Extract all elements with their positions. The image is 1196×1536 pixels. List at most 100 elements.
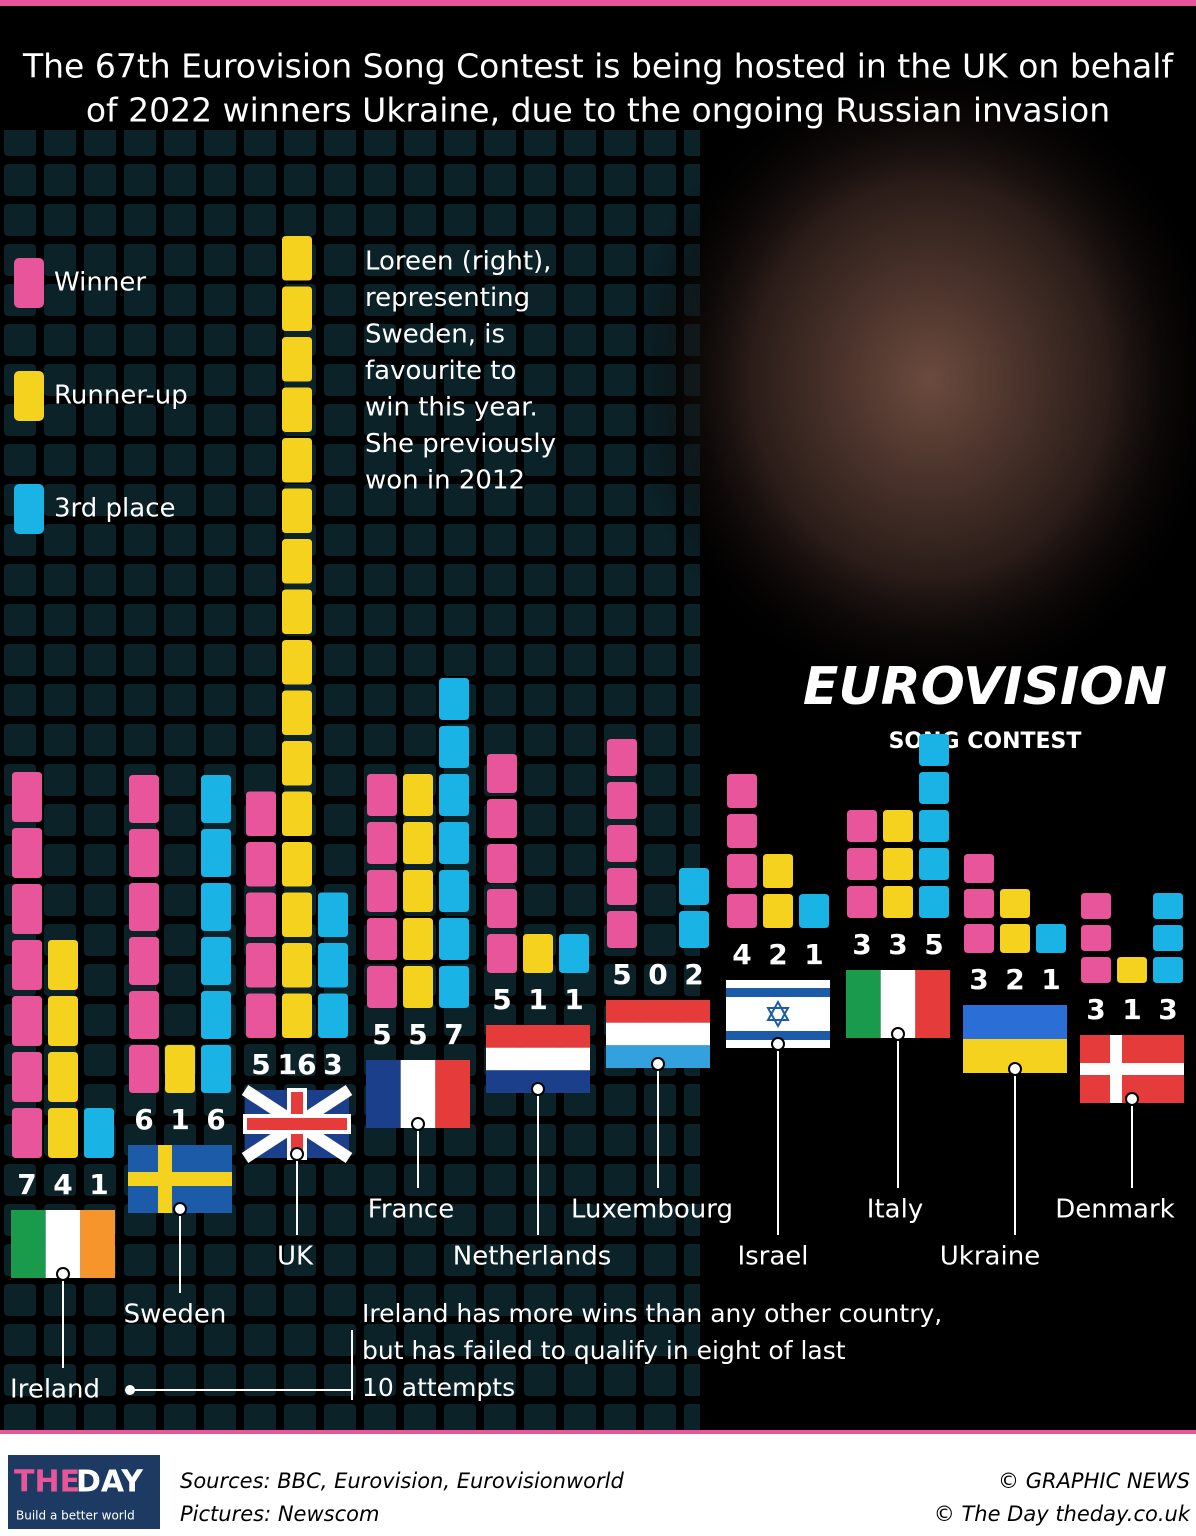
bar-blocks [523,934,553,973]
value-label: 1 [528,983,547,1016]
photo [630,50,1196,710]
bar-blocks [129,775,159,1093]
value-label: 2 [768,938,787,971]
bar-blocks [1036,924,1066,953]
value-label: 4 [732,938,751,971]
logo-subtitle: SONG CONTEST [889,729,1082,754]
country-label: Israel [737,1242,808,1272]
bar-blocks [847,810,877,918]
country-label: Italy [867,1195,923,1225]
legend-label: Runner-up [54,381,188,411]
note: Ireland has more wins than any other cou… [362,1299,942,1402]
value-label: 1 [89,1168,108,1201]
bar-blocks [84,1108,114,1158]
value-label: 5 [372,1018,391,1051]
annotation-line: representing [365,283,530,313]
country-label: UK [277,1242,314,1272]
legend-label: 3rd place [54,494,176,524]
flag [846,970,881,1038]
tile-pattern [0,130,700,1430]
value-label: 5 [612,958,631,991]
value-label: 7 [444,1018,463,1051]
bar-blocks [679,868,709,948]
title: of 2022 winners Ukraine, due to the ongo… [86,91,1110,130]
bar-blocks [1081,893,1111,983]
bar-blocks [1117,957,1147,983]
bar-blocks [763,854,793,928]
value-label: 3 [888,928,907,961]
flag-stripe [726,1031,830,1040]
flag [606,1045,710,1068]
bar-blocks [883,810,913,918]
bar-blocks [727,774,757,928]
flag [11,1210,46,1278]
flag-stripe [726,988,830,997]
annotation-line: favourite to [365,356,516,386]
value-label: 2 [1005,963,1024,996]
annotation-line: win this year. [365,393,538,423]
flag [880,970,916,1038]
bar-blocks [1153,893,1183,983]
bar-blocks [367,774,397,1008]
legend-swatch [14,484,44,534]
bar-blocks [607,739,637,948]
value-label: 1 [1041,963,1060,996]
note-dot [125,1385,135,1395]
bar-blocks [1000,889,1030,953]
flag [45,1210,81,1278]
flag [486,1047,590,1071]
leader-dot [1125,1092,1139,1106]
flag [486,1025,590,1048]
credit: © GRAPHIC NEWS [998,1469,1190,1493]
leader-dot [411,1117,425,1131]
brand-day: DAY [76,1465,144,1500]
bar-blocks [48,940,78,1158]
value-label: 6 [134,1103,153,1136]
bar-blocks [487,754,517,973]
flag-star [766,999,790,1029]
flag [366,1060,401,1128]
bar-blocks [559,934,589,973]
leader-dot [290,1147,304,1161]
value-label: 4 [53,1168,72,1201]
leader-dot [531,1082,545,1096]
value-label: 1 [1122,993,1141,1026]
value-label: 5 [924,928,943,961]
bar-blocks [12,772,42,1158]
logo-name: EUROVISION [803,657,1167,717]
pictures: Pictures: Newscom [180,1502,379,1526]
value-label: 3 [1086,993,1105,1026]
leader-dot [651,1057,665,1071]
flag [606,1022,710,1046]
bar-blocks [282,236,312,1038]
country-label: Sweden [124,1300,227,1330]
flag [400,1060,436,1128]
legend-swatch [14,258,44,308]
bar-blocks [799,894,829,928]
value-label: 3 [1158,993,1177,1026]
leader-dot [891,1027,905,1041]
note-line: Ireland has more wins than any other cou… [362,1299,942,1328]
annotation-line: won in 2012 [365,466,525,496]
leader-dot [56,1267,70,1281]
bar-blocks [439,678,469,1008]
country-label: Luxembourg [571,1195,733,1225]
value-label: 0 [648,958,667,991]
top-rule [0,0,1196,6]
flag [80,1210,115,1278]
country-label: Denmark [1055,1195,1175,1225]
value-label: 3 [852,928,871,961]
bottom-rule [0,1430,1196,1434]
flag [606,1000,710,1023]
brand-box [8,1455,160,1529]
flag [435,1060,470,1128]
value-label: 5 [251,1048,270,1081]
value-label: 1 [804,938,823,971]
country-label: Ireland [10,1375,100,1405]
bar-blocks [318,892,348,1038]
value-label: 1 [170,1103,189,1136]
bar-blocks [964,854,994,953]
value-label: 7 [17,1168,36,1201]
brand-the: THE [14,1465,80,1500]
country-label: France [368,1195,454,1225]
